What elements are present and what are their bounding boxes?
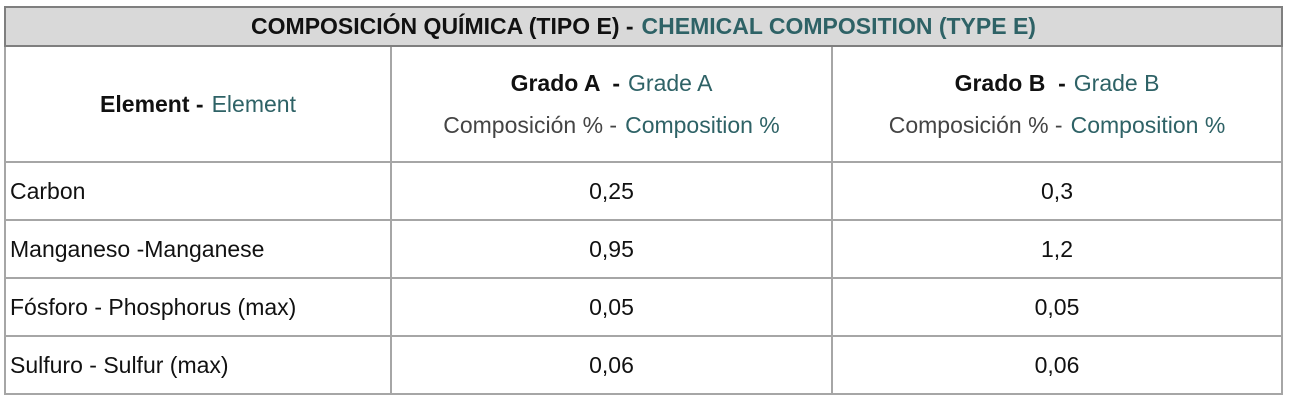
header-es: Element -: [100, 91, 204, 117]
header-en: Grade A: [628, 70, 713, 96]
header-en: Element: [211, 91, 296, 117]
title-en: CHEMICAL COMPOSITION (TYPE E): [641, 13, 1036, 39]
header-cell: Grado A - Grade A Composición % - Composit…: [390, 45, 833, 163]
element-cell: Fósforo - Phosphorus (max): [4, 277, 392, 337]
value-cell: 1,2: [830, 219, 1284, 279]
header-row: Element - Element Grado A - Grade A Compos…: [4, 45, 1284, 163]
header-sub-en: Composition %: [1070, 112, 1226, 138]
header-cell: Element - Element: [4, 45, 392, 163]
data-row: Fósforo - Phosphorus (max) 0,05 0,05: [4, 277, 1284, 337]
title-es: COMPOSICIÓN QUÍMICA (TIPO E) -: [251, 13, 634, 39]
element-cell: Manganeso -Manganese: [4, 219, 392, 279]
value-cell: 0,25: [390, 161, 833, 221]
header-cell: Grado B - Grade B Composición % - Composit…: [830, 45, 1284, 163]
value-cell: 0,05: [830, 277, 1284, 337]
value-cell: 0,95: [390, 219, 833, 279]
element-cell: Carbon: [4, 161, 392, 221]
header-sub-en: Composition %: [625, 112, 780, 138]
title-row: COMPOSICIÓN QUÍMICA (TIPO E) - CHEMICAL C…: [3, 6, 1284, 47]
data-row: Manganeso -Manganese 0,95 1,2: [4, 219, 1284, 279]
header-es: Grado A -: [510, 70, 621, 96]
value-cell: 0,06: [390, 335, 833, 395]
value-cell: 0,05: [390, 277, 833, 337]
composition-table: COMPOSICIÓN QUÍMICA (TIPO E) - CHEMICAL C…: [3, 6, 1284, 395]
value-cell: 0,06: [830, 335, 1284, 395]
value-cell: 0,3: [830, 161, 1284, 221]
header-es: Grado B -: [954, 70, 1066, 96]
header-sub-es: Composición % -: [443, 112, 618, 138]
header-en: Grade B: [1073, 70, 1160, 96]
data-row: Carbon 0,25 0,3: [4, 161, 1284, 221]
title-cell: COMPOSICIÓN QUÍMICA (TIPO E) - CHEMICAL C…: [3, 6, 1284, 47]
data-row: Sulfuro - Sulfur (max) 0,06 0,06: [4, 335, 1284, 395]
header-sub-es: Composición % -: [888, 112, 1063, 138]
element-cell: Sulfuro - Sulfur (max): [4, 335, 392, 395]
